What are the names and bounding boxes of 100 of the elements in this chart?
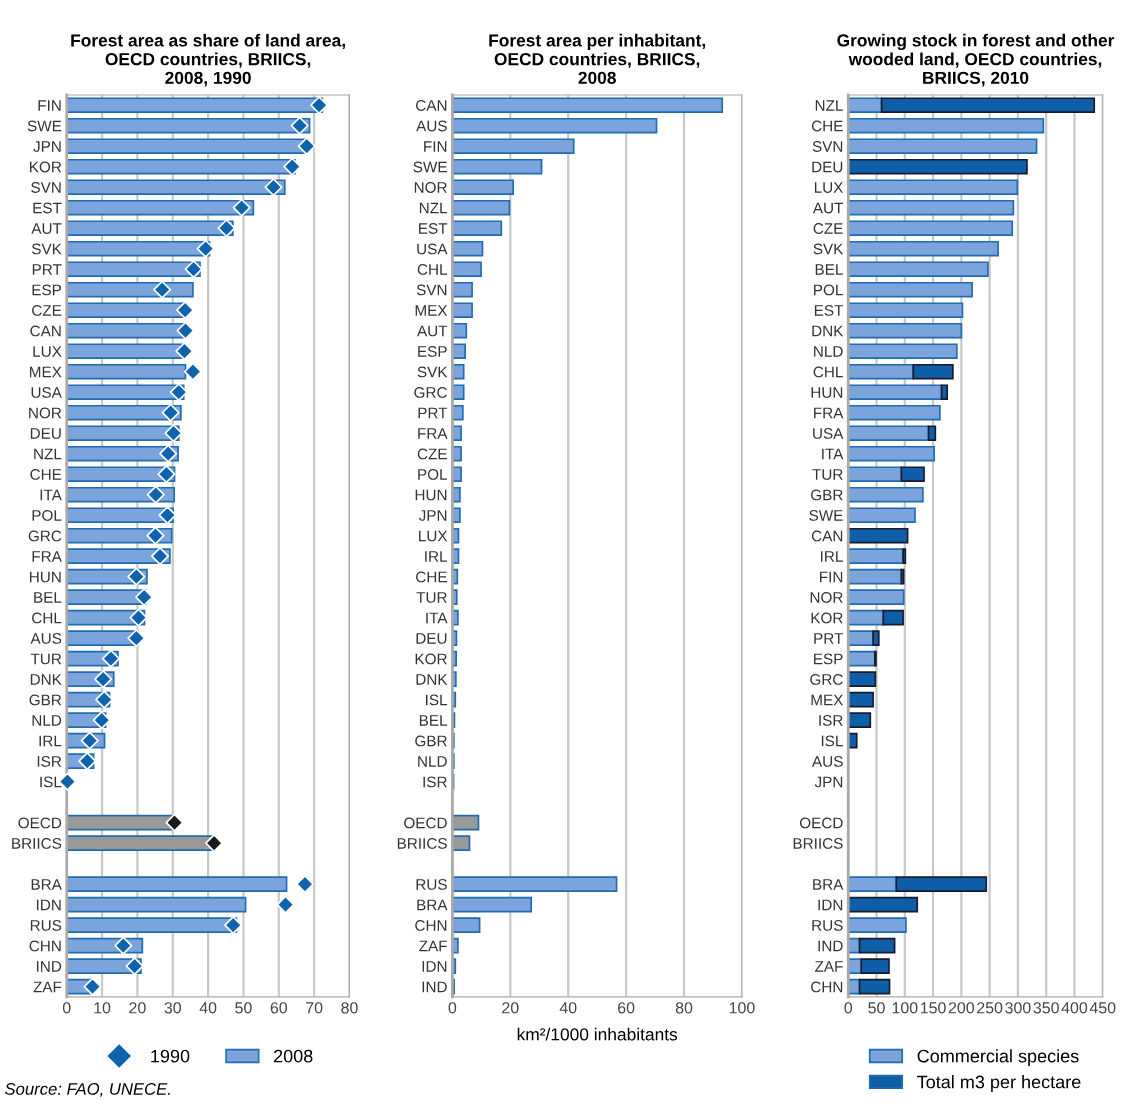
y-tick-label: SVN — [416, 284, 447, 296]
y-tick-label: BRIICS — [397, 838, 447, 849]
y-tick-label: NOR — [29, 407, 62, 419]
x-axis-title: km²/1000 inhabitants — [517, 1027, 678, 1041]
y-tick-label: FIN — [820, 571, 843, 583]
y-tick-label: IDN — [818, 899, 843, 911]
y-tick-label: SWE — [27, 120, 62, 132]
x-tick-label: 50 — [235, 1002, 252, 1014]
y-tick-label: POL — [814, 284, 843, 296]
y-tick-label: USA — [417, 243, 448, 255]
y-tick-label: BRA — [813, 879, 844, 890]
y-tick-label: CAN — [811, 530, 843, 542]
y-tick-label: BEL — [34, 592, 62, 603]
y-tick-label: FRA — [814, 407, 844, 419]
y-tick-label: HUN — [415, 489, 447, 501]
y-tick-label: NZL — [815, 100, 843, 111]
y-tick-label: DNK — [30, 674, 62, 685]
y-tick-label: NLD — [814, 346, 843, 357]
y-tick-label: ESP — [418, 346, 447, 357]
y-tick-label: ISL — [821, 735, 843, 747]
x-tick-label: 20 — [502, 1002, 519, 1014]
y-tick-label: NZL — [34, 448, 62, 460]
y-tick-label: CZE — [813, 223, 843, 234]
y-tick-label: LUX — [33, 346, 62, 357]
y-tick-label: TUR — [416, 592, 447, 603]
y-tick-label: IDN — [422, 961, 447, 972]
y-tick-label: IND — [818, 940, 843, 952]
y-tick-label: HUN — [30, 571, 61, 583]
x-tick-label: 450 — [1089, 1002, 1116, 1014]
chart-title: Growing stock in forest and other wooded land, OECD countries, BRIICS, 2010 — [837, 33, 1115, 87]
y-tick-label: ITA — [40, 489, 62, 501]
y-tick-label: CHL — [32, 612, 62, 624]
y-tick-label: SVN — [812, 141, 843, 152]
x-tick-label: 50 — [868, 1002, 885, 1014]
y-tick-label: RUS — [416, 879, 447, 890]
y-tick-label: PRT — [814, 633, 844, 644]
y-tick-label: AUT — [812, 202, 844, 214]
y-tick-label: FIN — [424, 141, 447, 152]
x-tick-label: 150 — [920, 1002, 946, 1014]
y-tick-label: GRC — [810, 674, 843, 685]
y-tick-label: SVK — [813, 243, 844, 255]
y-tick-label: BRIICS — [793, 838, 843, 849]
y-tick-label: NOR — [414, 182, 447, 193]
y-tick-label: OECD — [18, 817, 62, 829]
y-tick-label: KOR — [30, 161, 62, 173]
y-tick-label: IND — [422, 981, 447, 993]
y-tick-label: CAN — [30, 325, 61, 337]
y-tick-label: KOR — [811, 612, 843, 624]
chart-title: Forest area as share of land area, OECD countries, BRIICS, 2008, 1990 — [71, 33, 345, 87]
y-tick-label: OECD — [404, 817, 447, 829]
y-tick-label: GRC — [414, 387, 447, 398]
y-tick-label: GBR — [415, 735, 447, 747]
y-tick-label: MEX — [30, 366, 62, 378]
y-tick-label: USA — [813, 428, 844, 439]
y-tick-label: FRA — [418, 428, 448, 439]
y-tick-label: JPN — [814, 776, 843, 788]
y-tick-label: USA — [31, 387, 62, 398]
y-tick-label: SVK — [417, 366, 448, 378]
y-tick-label: GBR — [29, 694, 62, 706]
y-tick-label: ZAF — [815, 961, 843, 972]
x-tick-label: 300 — [1005, 1002, 1031, 1014]
y-tick-label: IDN — [36, 899, 61, 911]
y-tick-label: BRIICS — [12, 838, 62, 849]
y-tick-label: KOR — [415, 653, 447, 665]
x-tick-label: 0 — [448, 1002, 457, 1014]
x-tick-label: 200 — [948, 1002, 975, 1014]
y-tick-label: SVN — [31, 182, 61, 193]
y-tick-label: BRA — [31, 879, 62, 890]
y-tick-label: CZE — [417, 448, 447, 460]
y-tick-label: AUS — [812, 756, 843, 767]
x-tick-label: 100 — [729, 1002, 755, 1014]
y-tick-label: NZL — [419, 202, 448, 214]
legend-label: Commercial species — [917, 1049, 1079, 1067]
y-tick-label: ISL — [426, 694, 448, 706]
y-tick-label: DEU — [812, 161, 843, 173]
y-tick-label: ISR — [37, 756, 62, 767]
y-tick-label: SWE — [809, 510, 843, 521]
y-tick-label: FIN — [38, 100, 61, 111]
y-tick-label: ITA — [426, 612, 448, 624]
y-tick-label: MEX — [811, 694, 844, 706]
y-tick-label: SVK — [31, 243, 62, 255]
y-tick-label: RUS — [812, 920, 843, 931]
source-note: Source: FAO, UNECE. — [5, 1083, 170, 1097]
y-tick-label: AUT — [417, 325, 448, 337]
y-tick-label: CHL — [417, 264, 448, 275]
y-tick-label: EST — [33, 202, 62, 214]
y-tick-label: ISL — [40, 776, 62, 788]
y-tick-label: CHE — [416, 571, 447, 583]
x-tick-label: 100 — [892, 1002, 918, 1014]
legend-label: Total m3 per hectare — [917, 1075, 1081, 1092]
y-tick-label: PRT — [418, 407, 448, 419]
y-tick-label: GBR — [811, 489, 843, 501]
y-tick-label: ZAF — [419, 940, 447, 952]
y-tick-label: BRA — [417, 899, 448, 911]
y-tick-label: HUN — [811, 387, 843, 398]
x-tick-label: 40 — [199, 1002, 217, 1014]
x-tick-label: 250 — [977, 1002, 1003, 1014]
y-tick-label: CHN — [29, 940, 61, 952]
x-tick-label: 40 — [559, 1002, 577, 1014]
y-tick-label: CHL — [813, 366, 843, 378]
